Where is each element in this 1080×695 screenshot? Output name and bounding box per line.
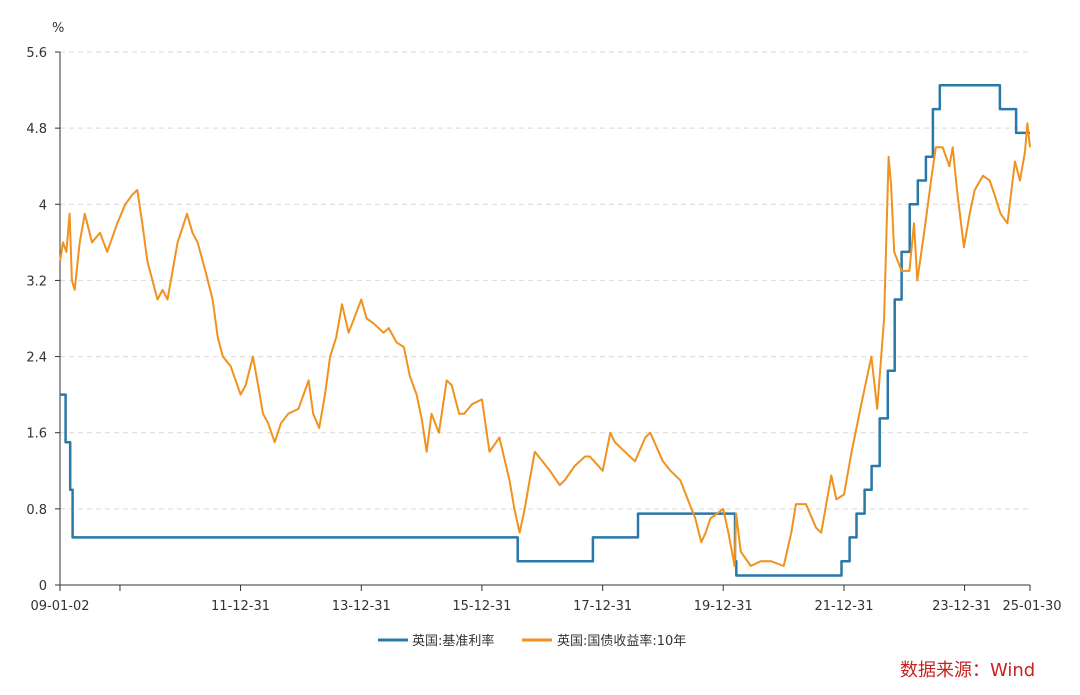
x-axis: 09-01-02 11-12-31 13-12-31 15-12-31 17-12-31… <box>30 584 1062 614</box>
x-tick-label: 19-12-31 <box>694 599 753 614</box>
x-tick-label: 23-12-31 <box>932 599 991 614</box>
y-tick-label: 0 <box>39 579 47 594</box>
source-note: 数据来源：Wind <box>900 660 1036 681</box>
x-tick-label: 13-12-31 <box>332 599 391 614</box>
y-unit-label: % <box>52 21 64 36</box>
x-tick-label: 09-01-02 <box>30 599 89 614</box>
x-tick-label: 11-12-31 <box>211 599 270 614</box>
y-tick-label: 0.8 <box>26 503 47 518</box>
x-tick-label: 25-01-30 <box>1002 599 1061 614</box>
x-tick-label: 17-12-31 <box>573 599 632 614</box>
legend-label-policy-rate: 英国:基准利率 <box>412 633 494 649</box>
y-tick-label: 4 <box>39 198 47 213</box>
x-tick-label: 21-12-31 <box>814 599 873 614</box>
y-tick-label: 5.6 <box>26 46 47 61</box>
y-tick-label: 2.4 <box>26 351 47 366</box>
policy-rate-line <box>60 84 1030 577</box>
y-tick-label: 1.6 <box>26 427 47 442</box>
legend: 英国:基准利率 英国:国债收益率:10年 <box>378 633 686 649</box>
y-axis: 0 0.8 1.6 2.4 3.2 4 4.8 5.6 <box>26 46 61 594</box>
series-lines <box>59 84 1031 577</box>
y-tick-label: 3.2 <box>26 274 47 289</box>
x-tick-label: 15-12-31 <box>452 599 511 614</box>
gilt-10y-line <box>59 122 1031 567</box>
y-tick-label: 4.8 <box>26 122 47 137</box>
legend-label-gilt-10y: 英国:国债收益率:10年 <box>557 633 686 649</box>
